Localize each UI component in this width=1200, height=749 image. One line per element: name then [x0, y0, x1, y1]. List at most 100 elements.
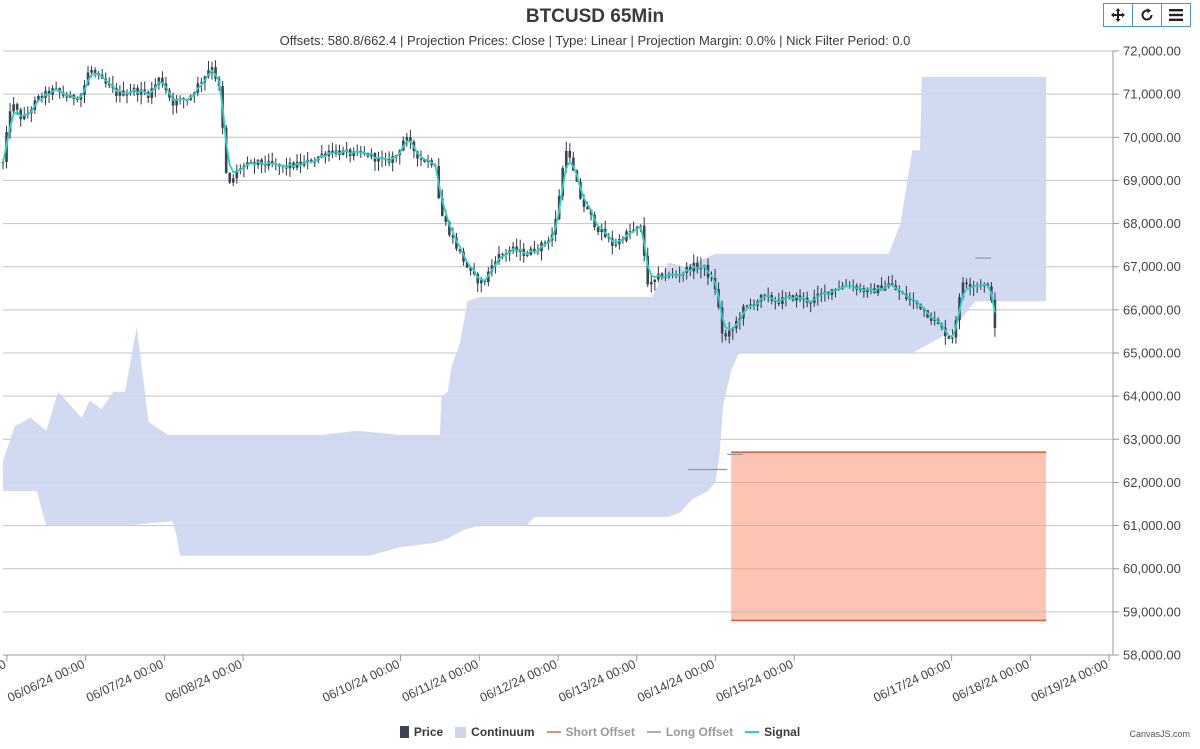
candle-body — [125, 93, 129, 96]
y-tick-label: 59,000.00 — [1123, 604, 1181, 619]
candle-body — [455, 237, 458, 249]
candle-body — [660, 273, 664, 278]
candle-body — [231, 178, 235, 183]
legend-item-price[interactable]: Price — [399, 725, 443, 739]
candle-body — [968, 284, 972, 287]
candle-body — [210, 67, 214, 71]
candle-body — [773, 300, 777, 302]
candle-body — [175, 100, 178, 106]
candle-body — [157, 77, 161, 85]
x-tick-label: 06/15/24 00:00 — [714, 657, 796, 705]
continuum-projection — [3, 76, 1047, 556]
candle-body — [866, 288, 869, 293]
candle-body — [688, 266, 692, 272]
hamburger-menu-icon — [1169, 9, 1183, 21]
candle-body — [961, 282, 965, 298]
chart-legend: Price Continuum Short Offset Long Offset… — [0, 725, 1200, 739]
short-offset-zone-rect — [731, 452, 1047, 621]
candle-body — [763, 294, 766, 296]
candle-body — [12, 104, 15, 112]
legend-swatch-short-offset — [546, 731, 561, 733]
candle-body — [965, 282, 968, 285]
x-tick-label: 06/13/24 00:00 — [556, 657, 638, 705]
candle-body — [876, 285, 880, 294]
candle-body — [118, 90, 122, 96]
candle-body — [19, 109, 23, 120]
legend-label: Short Offset — [565, 725, 635, 739]
y-tick-label: 66,000.00 — [1123, 302, 1181, 317]
menu-button[interactable] — [1161, 3, 1191, 27]
candle-body — [136, 87, 139, 95]
candle-body — [494, 261, 497, 266]
legend-swatch-signal — [745, 731, 760, 733]
candle-body — [22, 114, 26, 120]
candle-body — [880, 285, 883, 291]
candle-body — [171, 97, 175, 106]
y-tick-label: 71,000.00 — [1123, 87, 1181, 102]
candle-body — [405, 137, 409, 141]
candle-body — [646, 255, 650, 285]
candle-body — [933, 319, 936, 321]
candle-body — [727, 330, 731, 337]
x-tick-label: 24 00:00 — [0, 657, 8, 690]
candle-body — [228, 172, 232, 183]
y-tick-label: 70,000.00 — [1123, 130, 1181, 145]
x-tick-label: 06/18/24 00:00 — [950, 657, 1032, 705]
x-tick-label: 06/17/24 00:00 — [871, 657, 953, 705]
pan-button[interactable] — [1103, 3, 1133, 27]
candle-body — [710, 277, 713, 279]
candle-body — [533, 248, 536, 253]
candle-body — [423, 159, 426, 162]
legend-item-signal[interactable]: Signal — [745, 725, 800, 739]
legend-item-continuum[interactable]: Continuum — [455, 725, 535, 739]
signal-polyline — [2, 69, 996, 338]
chart-title: BTCUSD 65Min — [525, 6, 665, 27]
x-tick-label: 06/19/24 00:00 — [1029, 657, 1111, 705]
candle-body — [76, 98, 79, 100]
candle-body — [107, 83, 111, 86]
reset-icon — [1141, 8, 1153, 21]
candle-body — [515, 246, 518, 252]
legend-item-short-offset[interactable]: Short Offset — [546, 725, 635, 739]
candle-body — [720, 307, 724, 334]
candle-body — [543, 242, 547, 244]
candle-body — [586, 206, 589, 210]
candle-body — [745, 305, 749, 307]
candle-body — [951, 337, 954, 339]
candle-body — [409, 137, 412, 142]
candle-body — [37, 95, 40, 101]
y-tick-label: 64,000.00 — [1123, 389, 1181, 404]
x-tick-label: 06/14/24 00:00 — [635, 657, 717, 705]
candle-body — [451, 235, 455, 238]
candle-body — [139, 89, 143, 95]
short-offset-zone — [731, 451, 1047, 622]
candle-body — [628, 231, 632, 233]
candle-body — [93, 69, 97, 74]
y-tick-label: 62,000.00 — [1123, 475, 1181, 490]
candle-body — [525, 254, 529, 256]
legend-label: Continuum — [471, 725, 535, 739]
y-tick-label: 60,000.00 — [1123, 561, 1181, 576]
candle-body — [947, 336, 951, 339]
candle-body — [214, 67, 217, 79]
legend-item-long-offset[interactable]: Long Offset — [646, 725, 734, 739]
y-tick-label: 65,000.00 — [1123, 346, 1181, 361]
y-tick-label: 63,000.00 — [1123, 432, 1181, 447]
y-tick-label: 61,000.00 — [1123, 518, 1181, 533]
candle-body — [993, 300, 997, 329]
candle-body — [15, 104, 19, 110]
candle-body — [235, 170, 239, 179]
canvasjs-credit[interactable]: CanvasJS.com — [1129, 729, 1190, 739]
legend-label: Long Offset — [665, 725, 734, 739]
candle-body — [890, 283, 894, 286]
candle-body — [448, 221, 451, 236]
candle-body — [47, 90, 51, 95]
candle-body — [809, 302, 813, 304]
candle-body — [501, 253, 504, 255]
chart-toolbar — [1103, 3, 1191, 27]
candle-body — [416, 151, 419, 159]
candle-body — [200, 82, 203, 84]
reset-zoom-button[interactable] — [1132, 3, 1162, 27]
y-tick-label: 58,000.00 — [1123, 648, 1181, 663]
candle-body — [260, 159, 263, 165]
